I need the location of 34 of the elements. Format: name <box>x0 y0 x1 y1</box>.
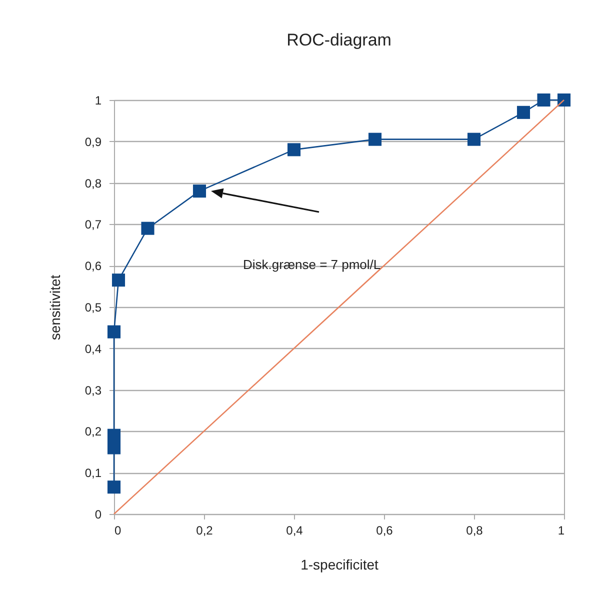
y-tick-label: 1 <box>94 94 102 108</box>
point <box>467 132 481 146</box>
y-tick-label: 0,6 <box>84 259 102 274</box>
x-tick-label: 0,4 <box>286 524 304 538</box>
point <box>557 93 571 107</box>
y-tick-label: 0,5 <box>84 300 102 314</box>
y-tick-label: 0,3 <box>84 383 102 398</box>
x-tick-label: 0,8 <box>466 524 484 538</box>
y-tick-label: 0 <box>94 508 102 522</box>
x-tick-label: 0,6 <box>376 524 394 538</box>
point <box>192 184 206 198</box>
y-tick-label: 0,4 <box>84 342 102 356</box>
annotation: Disk.grænse = 7 pmol/L <box>243 257 381 272</box>
y-tick-label: 0,1 <box>84 466 102 480</box>
point <box>107 480 121 494</box>
point <box>516 106 530 119</box>
y-tick-label: 0,2 <box>84 424 102 439</box>
y-axis-title: sensitivitet <box>46 274 63 340</box>
y-tick-label: 0,7 <box>84 218 102 232</box>
x-axis-title: 1-specificitet <box>300 556 379 572</box>
x-tick-label: 0,2 <box>196 524 214 538</box>
point <box>141 222 154 235</box>
point <box>287 143 301 156</box>
point <box>107 325 121 338</box>
y-tick-label: 0,8 <box>84 176 102 190</box>
x-tick-label: 1 <box>558 524 565 538</box>
point <box>107 441 121 454</box>
point <box>112 274 126 287</box>
y-tick-label: 0,9 <box>84 134 102 149</box>
x-tick-label: 0 <box>114 524 122 538</box>
point <box>537 93 550 107</box>
point <box>368 132 382 146</box>
chart-title: ROC-diagram <box>286 30 392 50</box>
point <box>107 428 121 442</box>
